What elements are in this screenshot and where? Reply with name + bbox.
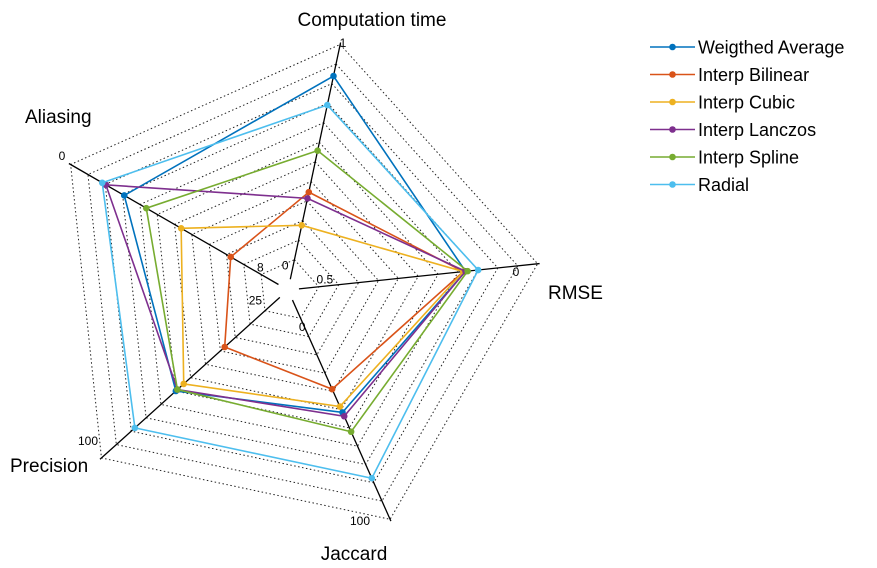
grid-ring: [70, 43, 539, 520]
data-point: [221, 343, 228, 351]
data-point: [347, 428, 355, 436]
legend-label: Interp Lanczos: [698, 120, 816, 140]
tick-label-min: 25: [249, 294, 263, 308]
axis-line: [99, 296, 281, 460]
axis-title: Computation time: [298, 10, 447, 31]
tick-label-min: 0: [299, 320, 306, 334]
grid-ring: [208, 200, 380, 374]
axis-title: Jaccard: [321, 544, 388, 565]
legend: Weigthed Average Interp Bilinear Interp Cu…: [650, 38, 844, 195]
data-point: [98, 179, 106, 187]
data-point: [304, 195, 311, 202]
series-radial: [98, 101, 482, 482]
tick-label-max: 100: [78, 434, 98, 448]
series-line: [145, 149, 469, 433]
legend-item: Interp Cubic: [650, 93, 795, 113]
legend-item: Radial: [650, 175, 749, 195]
data-point: [474, 266, 482, 274]
data-point: [464, 267, 471, 275]
legend-item: Weigthed Average: [650, 38, 844, 58]
grid-ring: [139, 122, 459, 447]
data-point: [142, 204, 150, 212]
grid-ring: [243, 239, 340, 338]
grid-ring: [225, 219, 360, 356]
data-point: [328, 385, 336, 393]
grid-ring: [260, 259, 320, 319]
data-point: [368, 474, 376, 482]
axis-tick-labels: 0 1 0.5 0 0 100 25 100 8 0: [59, 36, 520, 528]
tick-label-max: 0: [513, 265, 520, 279]
axis-title: Precision: [10, 456, 88, 477]
tick-label-max: 0: [59, 149, 66, 163]
tick-label-min: 0: [282, 259, 289, 273]
tick-label-min: 8: [257, 261, 264, 275]
data-point: [120, 192, 128, 199]
series-line: [123, 74, 467, 414]
tick-label-max: 1: [340, 36, 347, 50]
grid-ring: [191, 180, 400, 392]
series-interp-lanczos: [102, 181, 469, 420]
grid-ring: [104, 83, 499, 484]
axis-title: Aliasing: [25, 107, 92, 128]
legend-marker: [669, 43, 676, 51]
data-point: [180, 380, 188, 388]
legend-marker: [669, 181, 676, 188]
legend-marker: [669, 126, 676, 133]
legend-item: Interp Spline: [650, 148, 799, 168]
legend-marker: [669, 153, 676, 161]
axis-line: [289, 42, 342, 280]
legend-label: Interp Bilinear: [698, 65, 809, 85]
radar-series: [98, 72, 482, 482]
data-point: [177, 225, 185, 232]
axis-line: [298, 262, 540, 290]
series-line: [104, 183, 467, 418]
tick-label-min: 0.5: [317, 272, 334, 286]
axis-title: RMSE: [548, 283, 603, 304]
data-point: [227, 253, 235, 261]
data-point: [305, 188, 313, 196]
axis-titles: Computation time RMSE Jaccard Precision Alia…: [10, 10, 603, 565]
legend-item: Interp Bilinear: [650, 65, 809, 85]
grid-ring: [174, 161, 419, 411]
data-point: [324, 101, 331, 109]
data-point: [314, 147, 321, 154]
data-point: [131, 424, 139, 432]
legend-marker: [669, 71, 676, 78]
legend-label: Radial: [698, 175, 749, 195]
data-point: [298, 222, 306, 229]
data-point: [174, 386, 181, 393]
legend-item: Interp Lanczos: [650, 120, 816, 140]
legend-marker: [669, 98, 676, 106]
legend-label: Interp Spline: [698, 148, 799, 168]
grid-ring: [122, 102, 479, 466]
grid-ring: [156, 141, 439, 429]
radar-grid: [70, 43, 539, 520]
data-point: [336, 403, 344, 410]
data-point: [340, 412, 348, 420]
data-point: [330, 72, 337, 80]
series-line: [101, 104, 480, 480]
legend-label: Weigthed Average: [698, 38, 844, 58]
legend-label: Interp Cubic: [698, 93, 795, 113]
tick-label-max: 100: [350, 514, 370, 528]
series-interp-spline: [142, 147, 471, 436]
series-line: [180, 224, 465, 408]
